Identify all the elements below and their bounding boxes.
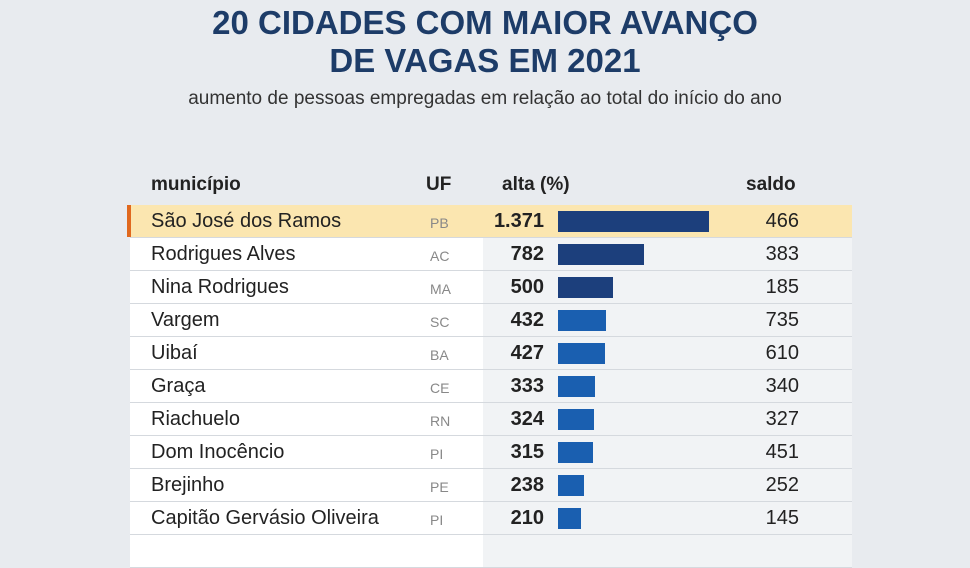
saldo-cell: 735 bbox=[765, 309, 799, 331]
header-alta: alta (%) bbox=[502, 174, 570, 195]
alta-bar bbox=[558, 475, 585, 496]
saldo-cell: 451 bbox=[765, 441, 799, 463]
municipio-cell: Capitão Gervásio Oliveira bbox=[151, 507, 379, 529]
uf-cell: BA bbox=[430, 347, 449, 363]
table-row: Rodrigues Alves AC 782 383 bbox=[130, 238, 852, 271]
saldo-cell: 340 bbox=[765, 375, 799, 397]
title-line-2: DE VAGAS EM 2021 bbox=[329, 42, 641, 79]
municipio-cell: Rodrigues Alves bbox=[151, 243, 296, 265]
table-row: São José dos Ramos PB 1.371 466 bbox=[127, 205, 852, 238]
data-table: São José dos Ramos PB 1.371 466 Rodrigues Al… bbox=[127, 205, 852, 568]
uf-cell: RN bbox=[430, 413, 451, 429]
saldo-cell: 185 bbox=[765, 276, 799, 298]
alta-label: 333 bbox=[510, 375, 544, 397]
header-municipio: município bbox=[151, 174, 241, 195]
table-row: Nina Rodrigues MA 500 185 bbox=[130, 271, 852, 304]
uf-cell: MA bbox=[430, 281, 451, 297]
table-row-partial bbox=[130, 535, 852, 568]
table-row: Brejinho PE 238 252 bbox=[130, 469, 852, 502]
header-saldo: saldo bbox=[746, 174, 796, 195]
municipio-cell: Riachuelo bbox=[151, 408, 240, 430]
municipio-cell: Graça bbox=[151, 375, 206, 397]
uf-cell: PB bbox=[430, 215, 449, 231]
table-row: Riachuelo RN 324 327 bbox=[130, 403, 852, 436]
table-row: Graça CE 333 340 bbox=[130, 370, 852, 403]
uf-cell: AC bbox=[430, 248, 450, 264]
table-row: Uibaí BA 427 610 bbox=[130, 337, 852, 370]
municipio-cell: Nina Rodrigues bbox=[151, 276, 289, 298]
uf-cell: SC bbox=[430, 314, 450, 330]
municipio-cell: Brejinho bbox=[151, 474, 225, 496]
alta-label: 427 bbox=[510, 342, 544, 364]
alta-bar bbox=[558, 508, 582, 529]
uf-cell: CE bbox=[430, 380, 450, 396]
alta-bar bbox=[558, 409, 594, 430]
alta-label: 315 bbox=[510, 441, 544, 463]
alta-bar bbox=[558, 310, 606, 331]
alta-label: 782 bbox=[510, 243, 544, 265]
alta-bar bbox=[558, 376, 595, 397]
table-row: Capitão Gervásio Oliveira PI 210 145 bbox=[130, 502, 852, 535]
alta-bar bbox=[558, 244, 645, 265]
alta-label: 432 bbox=[510, 309, 544, 331]
chart-subtitle: aumento de pessoas empregadas em relação… bbox=[188, 88, 782, 109]
alta-label: 324 bbox=[510, 408, 544, 430]
municipio-cell: Uibaí bbox=[151, 342, 198, 364]
saldo-cell: 145 bbox=[765, 507, 799, 529]
alta-bar bbox=[558, 343, 606, 364]
table-row: Dom Inocêncio PI 315 451 bbox=[130, 436, 852, 469]
saldo-cell: 327 bbox=[765, 408, 799, 430]
saldo-cell: 466 bbox=[765, 210, 799, 232]
alta-bar bbox=[558, 277, 614, 298]
title-line-1: 20 CIDADES COM MAIOR AVANÇO bbox=[212, 4, 758, 41]
alta-bar bbox=[558, 211, 709, 232]
municipio-cell: Dom Inocêncio bbox=[151, 441, 285, 463]
chart-title: 20 CIDADES COM MAIOR AVANÇO DE VAGAS EM … bbox=[0, 4, 970, 80]
alta-bar bbox=[558, 442, 593, 463]
saldo-cell: 610 bbox=[765, 342, 799, 364]
saldo-cell: 252 bbox=[765, 474, 799, 496]
saldo-cell: 383 bbox=[765, 243, 799, 265]
alta-label: 210 bbox=[510, 507, 544, 529]
municipio-cell: Vargem bbox=[151, 309, 220, 331]
alta-label: 238 bbox=[510, 474, 544, 496]
uf-cell: PE bbox=[430, 479, 449, 495]
alta-label: 1.371 bbox=[493, 210, 544, 232]
uf-cell: PI bbox=[430, 446, 444, 462]
uf-cell: PI bbox=[430, 512, 444, 528]
header-uf: UF bbox=[426, 174, 452, 195]
table-row: Vargem SC 432 735 bbox=[130, 304, 852, 337]
alta-label: 500 bbox=[510, 276, 544, 298]
municipio-cell: São José dos Ramos bbox=[151, 210, 342, 232]
